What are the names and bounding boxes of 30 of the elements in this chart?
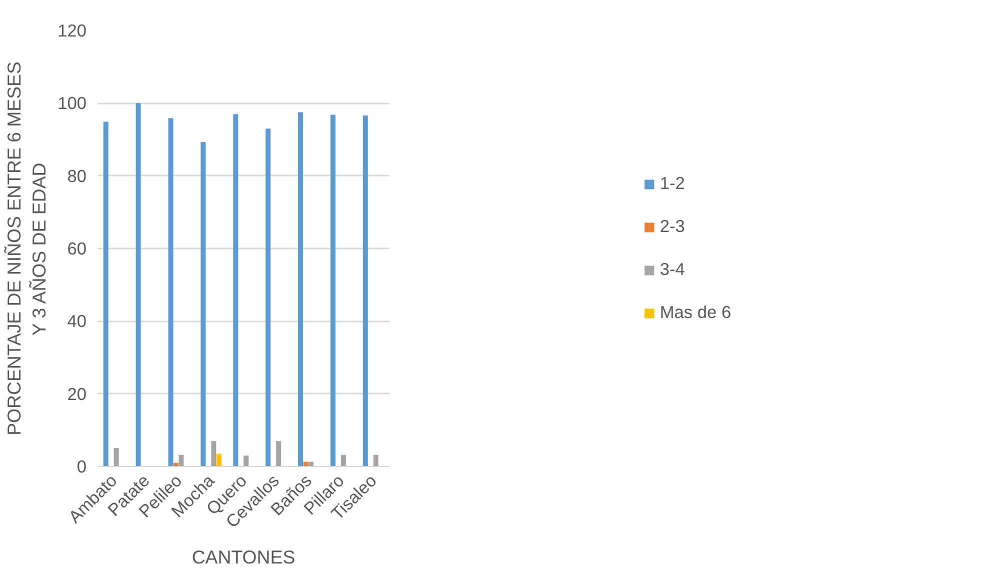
bar [276,441,282,466]
x-axis-title: CANTONES [192,546,296,568]
y-tick-label: 0 [76,456,87,476]
y-tick-label: 20 [67,384,87,404]
bar [233,114,238,466]
y-tick-label: 80 [67,166,87,186]
legend-label: 1-2 [660,173,685,194]
bar [114,448,119,466]
legend-label: 2-3 [660,216,685,237]
bar [216,454,222,466]
bar [266,128,271,466]
bar [200,142,206,466]
bar [340,454,346,466]
bar [330,114,336,466]
bar [211,441,216,466]
legend-label: Mas de 6 [660,302,732,323]
bar [136,103,141,466]
bar [244,456,249,466]
bar [298,112,304,466]
y-tick-label: 60 [67,238,87,258]
bar [362,116,368,466]
y-axis-title: PORCENTAJE DE NIÑOS ENTRE 6 MESES Y 3 AÑOS DE EDAD [3,62,50,436]
y-tick-label: 40 [67,311,87,332]
bar [178,454,184,466]
y-tick-label: 100 [58,93,87,114]
bar [373,454,378,466]
legend-label: 3-4 [660,259,685,280]
y-tick-label: 120 [58,20,87,40]
bar [103,122,108,466]
bar [168,118,174,466]
